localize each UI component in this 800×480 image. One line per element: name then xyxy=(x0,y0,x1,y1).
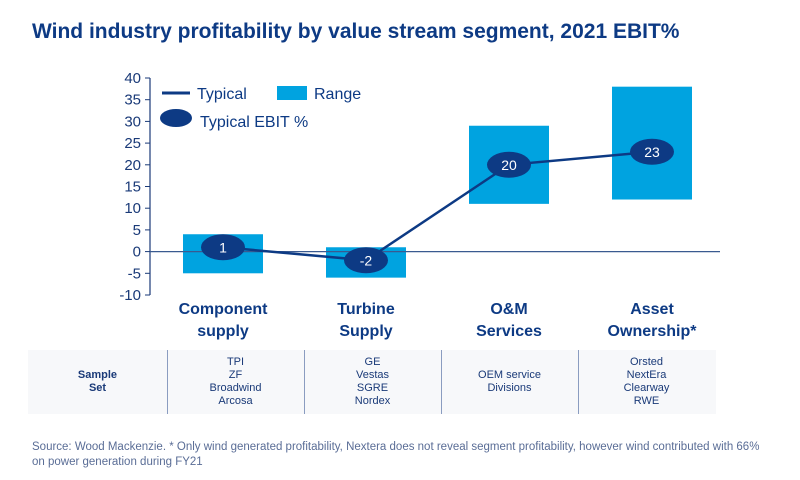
table-cell-line: RWE xyxy=(633,395,660,407)
table-cell-line: NextEra xyxy=(626,369,667,381)
chart: -10 -5 0 5 10 15 20 25 30 35 40 1 -2 20 23 Component sup… xyxy=(119,70,720,340)
table-column: Orsted NextEra Clearway RWE xyxy=(578,350,715,414)
y-tick-label: 10 xyxy=(124,200,141,217)
table-cell-line: Divisions xyxy=(487,382,532,394)
typical-label: 1 xyxy=(219,239,227,255)
y-tick-label: 15 xyxy=(124,179,141,196)
typical-label: 23 xyxy=(644,144,660,160)
category-label: Services xyxy=(476,323,542,340)
category-label: Supply xyxy=(339,323,392,340)
table-cell-line: OEM service xyxy=(478,369,541,381)
table-header: Sample Set xyxy=(28,350,167,414)
legend-marker-swatch xyxy=(160,109,192,127)
y-tick-label: -5 xyxy=(128,265,141,282)
y-tick-label: 0 xyxy=(133,244,141,261)
y-tick-label: -10 xyxy=(119,287,141,304)
typical-marker xyxy=(201,234,245,261)
column-divider xyxy=(167,350,168,414)
table-cell-line: TPI xyxy=(226,356,245,368)
category-label: supply xyxy=(197,323,249,340)
column-divider xyxy=(304,350,305,414)
typical-label: -2 xyxy=(360,252,373,268)
table-cell-line: Nordex xyxy=(354,395,391,407)
y-tick-label: 25 xyxy=(124,135,141,152)
category-label: Component xyxy=(179,301,269,318)
table-column: GE Vestas SGRE Nordex xyxy=(304,350,441,414)
table-cell-line: Sample xyxy=(77,369,118,381)
typical-line xyxy=(222,150,653,262)
table-cell-line: SGRE xyxy=(356,382,389,394)
table-column: TPI ZF Broadwind Arcosa xyxy=(167,350,304,414)
typical-marker xyxy=(487,151,531,178)
legend-typical: Typical xyxy=(197,86,247,103)
category-label: O&M xyxy=(490,301,527,318)
source-note: Source: Wood Mackenzie. * Only wind gene… xyxy=(32,441,760,468)
legend-range: Range xyxy=(314,86,361,103)
table-cell-line: GE xyxy=(364,356,381,368)
legend-typical-ebit: Typical EBIT % xyxy=(200,114,308,131)
y-tick-label: 30 xyxy=(124,113,141,130)
category-label: Turbine xyxy=(337,301,395,318)
y-tick-label: 40 xyxy=(124,70,141,87)
table-cell-line: Arcosa xyxy=(218,395,253,407)
typical-marker xyxy=(630,138,674,165)
chart-title: Wind industry profitability by value str… xyxy=(32,20,680,43)
typical-label: 20 xyxy=(501,157,517,173)
legend-range-swatch xyxy=(277,86,307,100)
table-cell-line: Orsted xyxy=(629,356,663,368)
column-divider xyxy=(441,350,442,414)
typical-marker xyxy=(344,247,388,274)
category-label: Asset xyxy=(630,301,674,318)
y-tick-label: 35 xyxy=(124,92,141,109)
table-cell-line: Set xyxy=(88,382,107,394)
column-divider xyxy=(578,350,579,414)
table-column: OEM service Divisions xyxy=(441,350,578,414)
sample-set-table: Sample Set TPI ZF Broadwind Arcosa GE Vestas SGR… xyxy=(28,350,716,414)
table-cell-line: Clearway xyxy=(623,382,670,394)
category-label: Ownership* xyxy=(608,323,698,340)
table-cell-line: ZF xyxy=(228,369,243,381)
y-tick-label: 5 xyxy=(133,222,141,239)
table-cell-line: Broadwind xyxy=(209,382,262,394)
y-tick-label: 20 xyxy=(124,157,141,174)
table-cell-line: Vestas xyxy=(355,369,390,381)
